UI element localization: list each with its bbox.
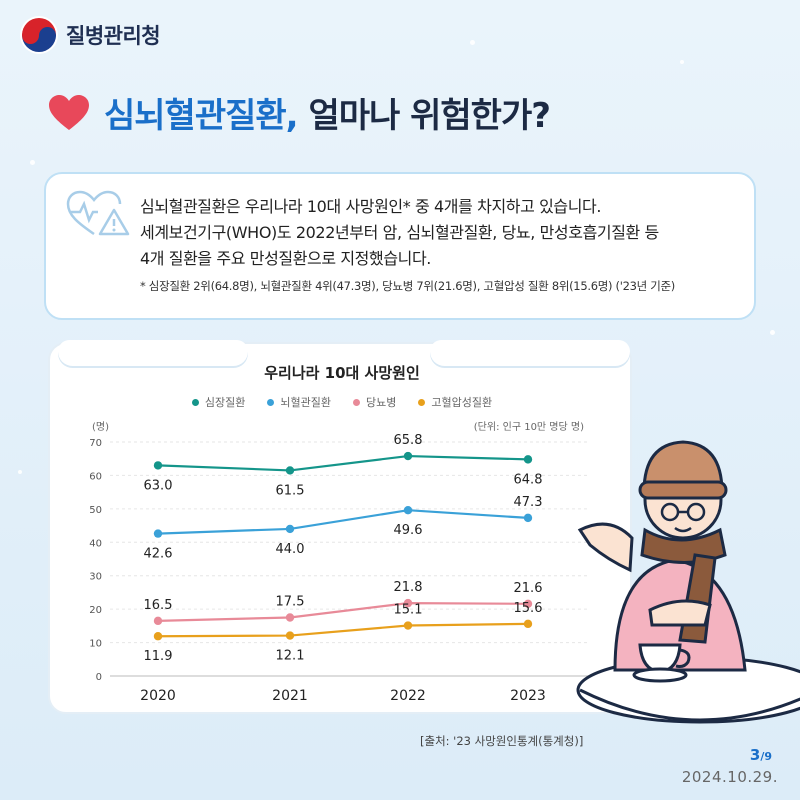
info-line-2: 세계보건기구(WHO)도 2022년부터 암, 심뇌혈관질환, 당뇨, 만성호흡… xyxy=(140,223,659,242)
data-point xyxy=(285,524,295,534)
info-card: 심뇌혈관질환은 우리나라 10대 사망원인* 중 4개를 차지하고 있습니다. … xyxy=(44,172,756,320)
source-citation: [출처: '23 사망원인통계(통계청)] xyxy=(420,734,584,748)
data-label: 47.3 xyxy=(514,495,543,510)
x-tick-label: 2020 xyxy=(140,688,176,704)
snow-dot xyxy=(770,330,775,335)
data-label: 44.0 xyxy=(276,542,305,557)
data-label: 15.6 xyxy=(514,601,543,616)
data-point xyxy=(153,632,163,641)
legend-item: 심장질환 xyxy=(191,394,246,410)
info-line-1: 심뇌혈관질환은 우리나라 10대 사망원인* 중 4개를 차지하고 있습니다. xyxy=(140,197,602,216)
legend-dot xyxy=(191,398,199,406)
data-point xyxy=(523,599,533,608)
snow-cap xyxy=(430,340,630,366)
chart-card: 우리나라 10대 사망원인 심장질환 뇌혈관질환 당뇨병 고혈압성질환 (명) (단위:… xyxy=(48,340,634,714)
x-tick-label: 2021 xyxy=(272,688,308,704)
legend-label: 당뇨병 xyxy=(365,396,397,409)
chart-title: 우리나라 10대 사망원인 xyxy=(264,364,420,382)
snow-dot xyxy=(18,470,22,474)
x-tick-label: 2022 xyxy=(390,688,426,704)
data-point xyxy=(403,505,413,515)
data-point xyxy=(153,616,163,626)
data-label: 12.1 xyxy=(276,649,305,664)
legend-dot xyxy=(418,398,426,406)
snow-cap xyxy=(58,340,248,366)
unit-note: (단위: 인구 10만 명당 명) xyxy=(474,420,584,433)
legend-label: 심장질환 xyxy=(204,396,246,409)
data-point xyxy=(285,466,295,475)
y-tick-label: 60 xyxy=(89,471,102,482)
data-point xyxy=(285,613,295,622)
data-label: 63.0 xyxy=(144,478,173,493)
line-chart: (명) (단위: 인구 10만 명당 명) 0 10 20 30 40 50 60 70 2020 2… xyxy=(89,420,590,704)
data-label: 64.8 xyxy=(514,472,543,487)
data-label: 21.6 xyxy=(514,581,543,596)
y-tick-label: 50 xyxy=(89,505,102,516)
series-line xyxy=(157,622,529,638)
data-label: 17.5 xyxy=(276,595,305,610)
data-label: 11.9 xyxy=(144,649,173,664)
page-current: 3 xyxy=(749,746,761,764)
data-label: 42.6 xyxy=(144,547,173,562)
chart-legend: 심장질환 뇌혈관질환 당뇨병 고혈압성질환 xyxy=(50,394,634,410)
heart-icon xyxy=(49,94,89,130)
data-point xyxy=(523,619,533,629)
snow-dot xyxy=(470,40,475,45)
legend-item: 당뇨병 xyxy=(352,394,397,410)
data-point xyxy=(403,621,413,630)
elderly-woman-illustration xyxy=(576,440,800,724)
legend-label: 뇌혈관질환 xyxy=(280,396,331,409)
y-tick-label: 30 xyxy=(89,572,102,583)
data-label: 61.5 xyxy=(276,483,305,498)
info-footnote: * 심장질환 2위(64.8명), 뇌혈관질환 4위(47.3명), 당뇨병 7… xyxy=(140,279,675,293)
y-tick-label: 20 xyxy=(89,605,102,616)
snow-dot xyxy=(680,60,684,64)
legend-item: 고혈압성질환 xyxy=(418,394,492,410)
title-rest: 얼마나 위험한가? xyxy=(297,96,551,136)
data-label: 15.1 xyxy=(394,603,423,618)
taeguk-emblem-icon xyxy=(22,18,56,52)
page-total: /9 xyxy=(760,750,772,763)
snow-dot xyxy=(30,160,35,165)
y-tick-label: 40 xyxy=(89,538,102,549)
data-point xyxy=(153,529,163,538)
data-point xyxy=(403,451,413,461)
heart-warning-icon xyxy=(66,190,130,236)
legend-dot xyxy=(267,398,275,406)
data-label: 65.8 xyxy=(394,433,423,448)
y-tick-label: 70 xyxy=(89,438,102,449)
data-label: 49.6 xyxy=(394,523,423,538)
page-title: 심뇌혈관질환, 얼마나 위험한가? xyxy=(48,88,551,137)
data-point xyxy=(523,455,533,464)
data-point xyxy=(403,598,413,608)
legend-dot xyxy=(352,398,360,406)
info-line-3: 4개 질환을 주요 만성질환으로 지정했습니다. xyxy=(140,249,431,268)
y-tick-label: 10 xyxy=(89,639,102,650)
series-line xyxy=(157,509,529,535)
data-label: 21.8 xyxy=(394,580,423,595)
org-name: 질병관리청 xyxy=(66,24,161,48)
publish-date: 2024.10.29. xyxy=(681,768,778,786)
series-line xyxy=(157,454,529,472)
title-highlight: 심뇌혈관질환, xyxy=(104,96,299,136)
data-label: 16.5 xyxy=(144,598,173,613)
x-tick-label: 2023 xyxy=(510,688,546,704)
data-point xyxy=(285,631,295,640)
y-tick-label: 0 xyxy=(96,672,102,683)
data-point xyxy=(523,513,533,523)
legend-label: 고혈압성질환 xyxy=(431,396,493,409)
org-logo: 질병관리청 xyxy=(22,18,161,52)
legend-item: 뇌혈관질환 xyxy=(267,394,331,410)
y-axis-label: (명) xyxy=(92,421,109,433)
series-line xyxy=(157,602,529,622)
page-indicator: 3/9 xyxy=(750,746,772,764)
data-point xyxy=(153,461,163,470)
